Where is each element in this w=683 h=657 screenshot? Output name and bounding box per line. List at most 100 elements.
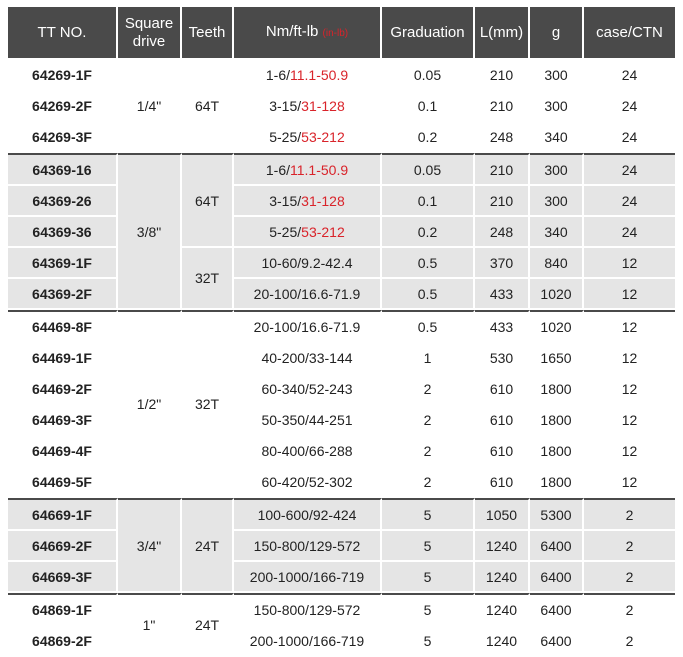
graduation-cell: 0.2 — [382, 122, 475, 153]
case-cell: 12 — [584, 436, 675, 467]
header-case: case/CTN — [584, 7, 675, 60]
range-nm: 200-1000/166-719 — [249, 632, 365, 649]
square-drive-cell: 1" — [118, 593, 182, 657]
range-nm: 60-420/52-302 — [261, 473, 353, 490]
length-cell: 530 — [475, 343, 530, 374]
length-cell: 210 — [475, 60, 530, 91]
case-cell: 12 — [584, 279, 675, 310]
range-cell: 200-1000/166-719 — [234, 562, 382, 593]
range-cell: 60-340/52-243 — [234, 374, 382, 405]
header-range: Nm/ft-lb (in-lb) — [234, 7, 382, 60]
weight-cell: 300 — [530, 153, 584, 186]
range-cell: 1-6/11.1-50.9 — [234, 153, 382, 186]
case-cell: 2 — [584, 562, 675, 593]
graduation-cell: 0.2 — [382, 217, 475, 248]
weight-cell: 300 — [530, 186, 584, 217]
case-cell: 12 — [584, 467, 675, 498]
range-cell: 20-100/16.6-71.9 — [234, 310, 382, 343]
case-cell: 24 — [584, 60, 675, 91]
table-row: 64369-1F 32T 10-60/9.2-42.4 0.5 370 840 … — [8, 248, 675, 310]
tt-no-cell: 64369-36 — [8, 217, 118, 248]
tt-no-cell: 64469-4F — [8, 436, 118, 467]
range-nm: 150-800/129-572 — [253, 537, 361, 554]
table-row: 64469-2F 60-340/52-243 2 610 1800 12 — [8, 374, 675, 405]
table-row: 64269-3F 5-25/53-212 0.2 248 340 24 — [8, 122, 675, 153]
case-cell: 24 — [584, 153, 675, 186]
tt-no-cell: 64869-1F — [8, 593, 118, 626]
range-cell: 150-800/129-572 — [234, 531, 382, 562]
range-cell: 5-25/53-212 — [234, 217, 382, 248]
length-cell: 248 — [475, 122, 530, 153]
range-nm: 200-1000/166-719 — [249, 568, 365, 585]
graduation-cell: 0.1 — [382, 186, 475, 217]
tt-no-cell: 64269-1F — [8, 60, 118, 91]
weight-cell: 1800 — [530, 467, 584, 498]
header-teeth: Teeth — [182, 7, 234, 60]
header-graduation: Graduation — [382, 7, 475, 60]
range-nm: 3-15/ — [269, 97, 302, 114]
case-cell: 24 — [584, 91, 675, 122]
length-cell: 610 — [475, 374, 530, 405]
length-cell: 1240 — [475, 562, 530, 593]
tt-no-cell: 64469-1F — [8, 343, 118, 374]
weight-cell: 1800 — [530, 374, 584, 405]
teeth-cell: 32T — [182, 310, 234, 498]
weight-cell: 5300 — [530, 498, 584, 531]
range-cell: 3-15/31-128 — [234, 91, 382, 122]
graduation-cell: 0.05 — [382, 153, 475, 186]
header-length: L(mm) — [475, 7, 530, 60]
range-cell: 5-25/53-212 — [234, 122, 382, 153]
range-inlb: 53-212 — [301, 128, 345, 145]
graduation-cell: 0.5 — [382, 248, 475, 279]
weight-cell: 6400 — [530, 531, 584, 562]
table-header-row: TT NO. Square drive Teeth Nm/ft-lb (in-l… — [8, 7, 675, 60]
tt-no-cell: 64369-16 — [8, 153, 118, 186]
tt-no-cell: 64669-3F — [8, 562, 118, 593]
table-row: 64369-2F 20-100/16.6-71.9 0.5 433 1020 1… — [8, 279, 675, 310]
range-nm: 60-340/52-243 — [261, 380, 353, 397]
weight-cell: 1650 — [530, 343, 584, 374]
graduation-cell: 1 — [382, 343, 475, 374]
range-nm: 20-100/16.6-71.9 — [253, 318, 361, 335]
square-drive-cell: 3/8" — [118, 153, 182, 310]
range-nm: 3-15/ — [269, 192, 302, 209]
length-cell: 248 — [475, 217, 530, 248]
teeth-cell: 24T — [182, 498, 234, 593]
length-cell: 610 — [475, 467, 530, 498]
case-cell: 2 — [584, 593, 675, 626]
square-drive-cell: 3/4" — [118, 498, 182, 593]
range-inlb: 11.1-50.9 — [290, 66, 349, 83]
length-cell: 433 — [475, 279, 530, 310]
range-nm: 40-200/33-144 — [261, 349, 353, 366]
weight-cell: 1800 — [530, 436, 584, 467]
case-cell: 12 — [584, 374, 675, 405]
spec-table: TT NO. Square drive Teeth Nm/ft-lb (in-l… — [8, 7, 675, 657]
graduation-cell: 5 — [382, 498, 475, 531]
case-cell: 2 — [584, 626, 675, 657]
weight-cell: 6400 — [530, 626, 584, 657]
weight-cell: 1020 — [530, 279, 584, 310]
range-nm: 5-25/ — [269, 128, 302, 145]
tt-no-cell: 64269-3F — [8, 122, 118, 153]
weight-cell: 6400 — [530, 562, 584, 593]
range-cell: 150-800/129-572 — [234, 593, 382, 626]
table-row: 64469-1F 40-200/33-144 1 530 1650 12 — [8, 343, 675, 374]
range-nm: 50-350/44-251 — [261, 411, 353, 428]
tt-no-cell: 64469-3F — [8, 405, 118, 436]
weight-cell: 1800 — [530, 405, 584, 436]
tt-no-cell: 64469-2F — [8, 374, 118, 405]
range-nm: 80-400/66-288 — [261, 442, 353, 459]
range-inlb: 11.1-50.9 — [290, 161, 349, 178]
range-nm: 10-60/9.2-42.4 — [261, 254, 353, 271]
range-nm: 150-800/129-572 — [253, 601, 361, 618]
range-nm: 5-25/ — [269, 223, 302, 240]
length-cell: 1240 — [475, 531, 530, 562]
graduation-cell: 2 — [382, 374, 475, 405]
table-row: 64369-16 3/8" 64T 1-6/11.1-50.9 0.05 210… — [8, 153, 675, 310]
graduation-cell: 2 — [382, 405, 475, 436]
teeth-cell: 32T — [182, 248, 234, 310]
table-row: 64469-4F 80-400/66-288 2 610 1800 12 — [8, 436, 675, 467]
weight-cell: 300 — [530, 60, 584, 91]
length-cell: 610 — [475, 436, 530, 467]
tt-no-cell: 64469-5F — [8, 467, 118, 498]
